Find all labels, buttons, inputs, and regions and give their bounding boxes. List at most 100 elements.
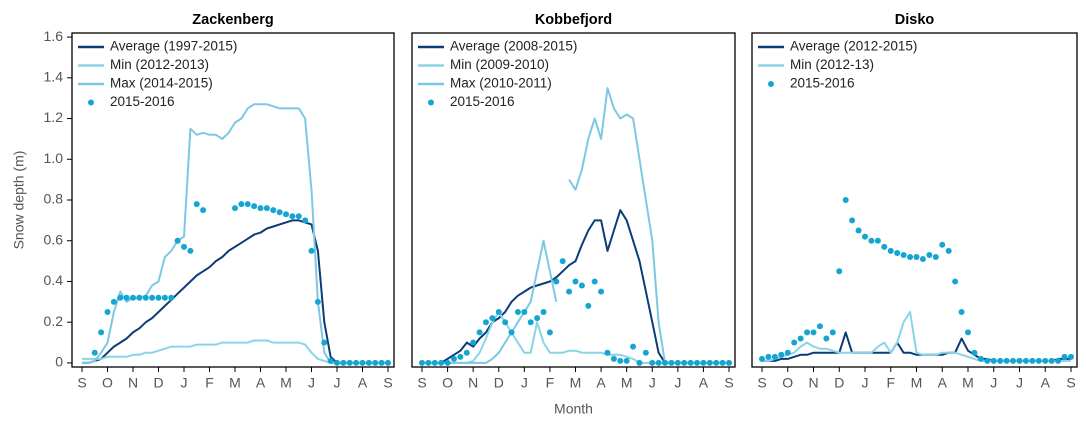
- data-point: [984, 357, 991, 364]
- data-point: [1035, 357, 1042, 364]
- data-point: [244, 201, 251, 208]
- data-point: [110, 298, 117, 305]
- data-point: [1022, 357, 1029, 364]
- series-line: [82, 339, 388, 364]
- data-point: [372, 359, 379, 366]
- x-tick-label: O: [102, 375, 113, 391]
- data-point: [939, 241, 946, 248]
- x-tick-label: O: [442, 375, 453, 391]
- data-point: [1061, 353, 1068, 360]
- data-point: [829, 329, 836, 336]
- data-point: [353, 359, 360, 366]
- data-point: [965, 329, 971, 336]
- data-point: [276, 209, 283, 216]
- legend-label: Average (2012-2015): [790, 39, 917, 54]
- legend-label: Average (1997-2015): [110, 39, 237, 54]
- data-point: [1010, 357, 1017, 364]
- legend-label: Min (2012-13): [790, 57, 874, 72]
- plot-frame: [751, 32, 1078, 368]
- x-tick-label: J: [181, 375, 188, 391]
- data-point: [425, 359, 432, 366]
- data-point: [726, 359, 732, 366]
- data-point: [385, 359, 391, 366]
- data-point: [842, 197, 849, 203]
- data-point: [117, 294, 124, 301]
- x-tick-label: A: [699, 375, 709, 391]
- x-tick-label: J: [990, 375, 997, 391]
- data-point: [784, 349, 791, 356]
- series-line: [422, 239, 558, 364]
- data-point: [340, 359, 347, 366]
- data-point: [508, 329, 515, 336]
- data-point: [932, 254, 939, 261]
- data-point: [257, 205, 264, 212]
- data-point: [816, 323, 823, 330]
- x-tick-label: A: [358, 375, 368, 391]
- data-point: [308, 247, 315, 254]
- x-tick-label: D: [494, 375, 504, 391]
- data-point: [527, 319, 534, 326]
- x-tick-label: A: [256, 375, 266, 391]
- x-tick-label: D: [834, 375, 844, 391]
- data-point: [334, 359, 340, 366]
- x-tick-label: M: [229, 375, 241, 391]
- data-point: [1003, 357, 1010, 364]
- data-point: [591, 278, 598, 285]
- data-point: [359, 359, 366, 366]
- data-point: [706, 359, 713, 366]
- y-tick-label: 0.4: [44, 272, 64, 288]
- data-point: [887, 247, 894, 254]
- data-point: [514, 309, 521, 316]
- data-point: [900, 251, 907, 258]
- data-point: [193, 201, 200, 208]
- data-point: [123, 294, 130, 301]
- data-point: [804, 329, 811, 336]
- data-point: [617, 357, 624, 364]
- data-point: [476, 329, 483, 336]
- x-axis-label: Month: [554, 401, 593, 417]
- x-tick-label: M: [962, 375, 974, 391]
- x-tick-label: O: [782, 375, 793, 391]
- data-point: [668, 359, 675, 366]
- x-tick-label: M: [621, 375, 633, 391]
- data-point: [438, 359, 445, 366]
- data-point: [797, 335, 804, 342]
- data-point: [945, 247, 952, 254]
- x-tick-label: J: [862, 375, 869, 391]
- data-point: [521, 309, 528, 316]
- x-tick-label: N: [468, 375, 478, 391]
- data-point: [713, 359, 720, 366]
- data-point: [540, 309, 547, 316]
- y-tick-label: 1.2: [44, 109, 64, 125]
- x-tick-label: J: [521, 375, 528, 391]
- data-point: [1055, 357, 1062, 364]
- data-point: [578, 282, 585, 289]
- series-line: [82, 103, 388, 364]
- x-tick-label: F: [205, 375, 214, 391]
- data-point: [346, 359, 353, 366]
- series-line: [568, 87, 729, 364]
- data-point: [1042, 357, 1049, 364]
- data-point: [913, 254, 920, 261]
- y-tick-label: 0.2: [44, 313, 64, 329]
- data-point: [849, 217, 856, 224]
- data-point: [907, 254, 914, 261]
- x-tick-label: J: [649, 375, 656, 391]
- data-point: [91, 349, 98, 356]
- x-tick-label: F: [886, 375, 895, 391]
- x-tick-label: S: [724, 375, 733, 391]
- data-point: [295, 213, 302, 220]
- x-tick-label: S: [757, 375, 766, 391]
- data-point: [977, 355, 984, 362]
- data-point: [990, 357, 997, 364]
- data-point: [610, 355, 617, 362]
- data-point: [238, 201, 245, 208]
- x-tick-label: S: [417, 375, 426, 391]
- x-tick-label: S: [383, 375, 392, 391]
- data-point: [958, 309, 965, 316]
- legend-label: Min (2012-2013): [110, 57, 209, 72]
- data-point: [791, 339, 798, 346]
- panel-title: Disko: [895, 12, 935, 28]
- x-tick-label: S: [1066, 375, 1075, 391]
